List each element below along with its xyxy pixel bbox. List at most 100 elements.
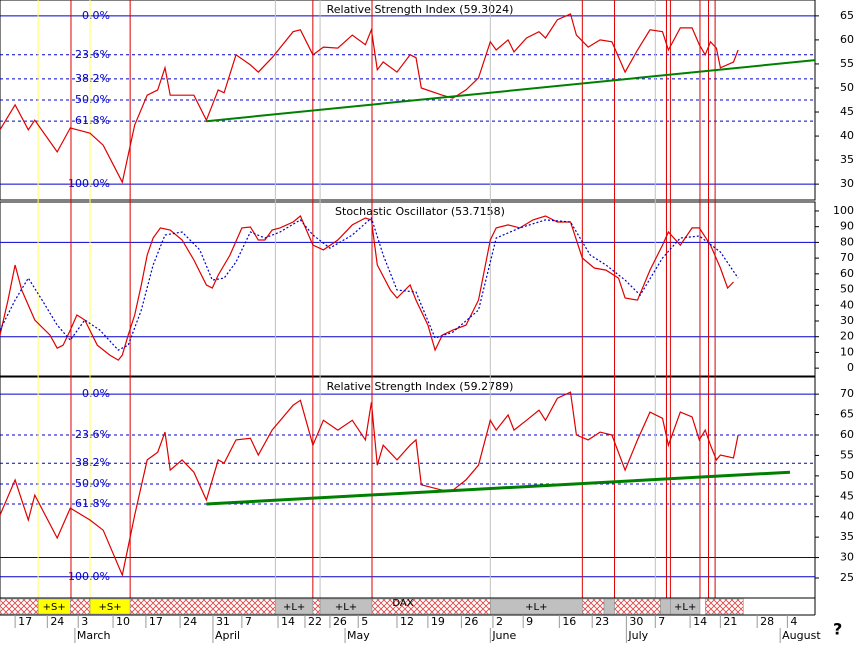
fibonacci-label: 0.0% <box>82 9 110 22</box>
x-tick-label: 14 <box>281 615 295 628</box>
month-label: May <box>347 629 370 642</box>
x-tick-label: 17 <box>18 615 32 628</box>
trendline <box>206 59 816 123</box>
y-tick-label: 50 <box>840 283 854 296</box>
panel-frame <box>0 201 816 377</box>
y-tick-label: 70 <box>840 251 854 264</box>
x-tick-label: 14 <box>693 615 707 628</box>
band-segment <box>312 598 321 615</box>
x-tick-label: 5 <box>361 615 368 628</box>
y-tick-label: 50 <box>840 469 854 482</box>
y-tick-label: 40 <box>840 298 854 311</box>
panel-title: Relative Strength Index (59.3024) <box>327 3 514 16</box>
plot-layer: 30 35 40 45 50 55 60 65 0.0% 23.6% 38.2% 50.0% 61.8%… <box>0 0 854 599</box>
x-tick-label: 28 <box>760 615 774 628</box>
fibonacci-label: 50.0% <box>75 93 110 106</box>
month-label: April <box>215 629 240 642</box>
band-segment <box>582 598 605 615</box>
band-segment <box>371 598 491 615</box>
fibonacci-label: 23.6% <box>75 48 110 61</box>
band-segment <box>704 598 744 615</box>
indicator-line <box>0 391 739 578</box>
band-segment <box>670 598 701 615</box>
y-tick-label: 50 <box>840 81 854 94</box>
y-tick-label: 55 <box>840 448 854 461</box>
panel-title: Stochastic Oscillator (53.7158) <box>335 205 505 218</box>
y-tick-label: 35 <box>840 530 854 543</box>
x-tick-label: 17 <box>149 615 163 628</box>
y-tick-label: 10 <box>840 345 854 358</box>
y-tick-label: 80 <box>840 235 854 248</box>
x-tick-label: 23 <box>595 615 609 628</box>
month-label: August <box>782 629 821 642</box>
x-tick-label: 10 <box>116 615 130 628</box>
y-tick-label: 55 <box>840 57 854 70</box>
y-tick-label: 40 <box>840 510 854 523</box>
trendline <box>206 470 791 506</box>
x-tick-label: 30 <box>629 615 643 628</box>
y-tick-label: 60 <box>840 267 854 280</box>
x-tick-label: 31 <box>216 615 230 628</box>
x-tick-label: 24 <box>50 615 64 628</box>
band-label: +L+ <box>283 602 305 613</box>
fibonacci-label: 50.0% <box>75 477 110 490</box>
x-tick-label: 7 <box>245 615 252 628</box>
x-tick-label: 26 <box>333 615 347 628</box>
band-label: +L+ <box>335 602 357 613</box>
month-label: June <box>491 629 516 642</box>
band-segment <box>129 598 276 615</box>
fibonacci-label: 100.0% <box>68 570 110 583</box>
fibonacci-label: 38.2% <box>75 456 110 469</box>
date-axis <box>0 615 860 643</box>
x-tick-label: 12 <box>400 615 414 628</box>
y-tick-label: 40 <box>840 129 854 142</box>
band-label: +L+ <box>674 602 696 613</box>
y-tick-label: 30 <box>840 551 854 564</box>
x-tick-label: 9 <box>526 615 533 628</box>
fibonacci-label: 61.8% <box>75 497 110 510</box>
band-segment <box>603 598 615 615</box>
month-label: March <box>77 629 111 642</box>
band-segment <box>70 598 91 615</box>
fibonacci-label: 100.0% <box>68 177 110 190</box>
y-tick-label: 45 <box>840 105 854 118</box>
x-tick-label: 3 <box>81 615 88 628</box>
y-tick-label: 65 <box>840 9 854 22</box>
y-tick-label: 100 <box>833 204 854 217</box>
band-segment <box>660 598 671 615</box>
x-tick-label: 19 <box>431 615 445 628</box>
y-tick-label: 70 <box>840 387 854 400</box>
y-tick-label: 25 <box>840 571 854 584</box>
y-tick-label: 90 <box>840 220 854 233</box>
panel-frame <box>0 0 816 201</box>
x-tick-label: 2 <box>496 615 503 628</box>
x-tick-label: 7 <box>658 615 665 628</box>
y-tick-label: 60 <box>840 428 854 441</box>
band-segment <box>0 598 39 615</box>
y-tick-label: 65 <box>840 408 854 421</box>
indicator-line <box>0 216 739 351</box>
fibonacci-label: 23.6% <box>75 428 110 441</box>
indicator-line <box>0 215 734 361</box>
panel-title: Relative Strength Index (59.2789) <box>327 380 514 393</box>
y-tick-label: 35 <box>840 153 854 166</box>
indicator-line <box>0 13 739 184</box>
band-title: DAX <box>392 598 413 609</box>
band-segment <box>614 598 661 615</box>
x-tick-label: 16 <box>562 615 576 628</box>
y-tick-label: 30 <box>840 177 854 190</box>
y-tick-label: 45 <box>840 489 854 502</box>
x-tick-label: 22 <box>308 615 322 628</box>
fibonacci-label: 38.2% <box>75 72 110 85</box>
y-tick-label: 20 <box>840 330 854 343</box>
fibonacci-label: 61.8% <box>75 114 110 127</box>
x-tick-label: 21 <box>723 615 737 628</box>
x-tick-label: 24 <box>183 615 197 628</box>
y-tick-label: 60 <box>840 33 854 46</box>
y-tick-label: 0 <box>847 361 854 374</box>
y-tick-label: 30 <box>840 314 854 327</box>
help-icon[interactable]: ? <box>833 620 842 639</box>
